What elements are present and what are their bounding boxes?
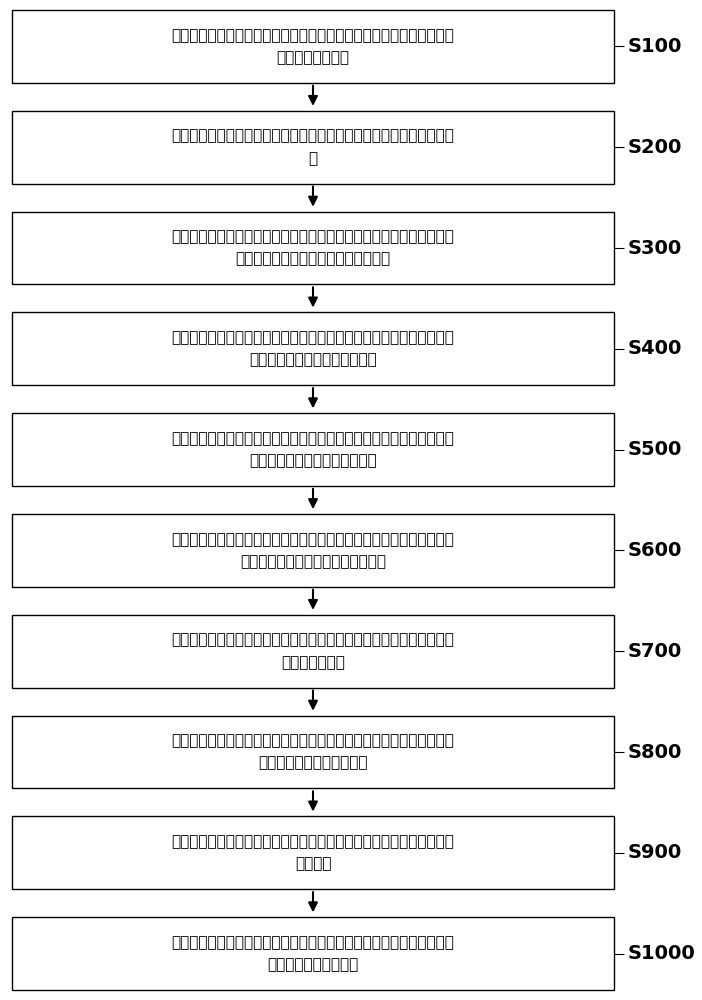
- Bar: [12, 615, 614, 688]
- Text: 根据所述第一计数指令，通过所述第一计数装置对所述第一工装位存在
所述第一产品进行计数: 根据所述第一计数指令，通过所述第一计数装置对所述第一工装位存在 所述第一产品进行…: [171, 935, 454, 972]
- Bar: [12, 917, 614, 990]
- Text: S700: S700: [628, 642, 682, 661]
- Text: 当所述第一判断结果为所述第一图像中包含所述第一产品时，获得第一
计数指令: 当所述第一判断结果为所述第一图像中包含所述第一产品时，获得第一 计数指令: [171, 834, 454, 871]
- Bar: [12, 10, 614, 83]
- Text: 基于所述第一卷积特征对所述第一图像分割结果进行特征遍历，获得第
一特征遍历结果: 基于所述第一卷积特征对所述第一图像分割结果进行特征遍历，获得第 一特征遍历结果: [171, 633, 454, 670]
- Text: S500: S500: [628, 440, 682, 459]
- Bar: [12, 514, 614, 587]
- Text: S800: S800: [628, 742, 682, 762]
- Bar: [12, 716, 614, 788]
- Bar: [12, 212, 614, 284]
- Text: S900: S900: [628, 843, 682, 862]
- Text: S300: S300: [628, 238, 682, 257]
- Text: 根据所述第二图像和所述第一产品特征，进行区别特征提取，基于区别
特征提取结果获得第一卷积特征: 根据所述第二图像和所述第一产品特征，进行区别特征提取，基于区别 特征提取结果获得…: [171, 431, 454, 468]
- Bar: [12, 816, 614, 889]
- Text: 通过所述第一图像采集装置获得第一图像，其中，所述第一图像为包括
第一工装位的图像: 通过所述第一图像采集装置获得第一图像，其中，所述第一图像为包括 第一工装位的图像: [171, 28, 454, 65]
- Bar: [12, 413, 614, 486]
- Text: 获得第一特征提取指令，根据所述第一特征提取指令对所述第一产品进
行产品的特征提取，获得第一产品特征: 获得第一特征提取指令，根据所述第一特征提取指令对所述第一产品进 行产品的特征提取…: [171, 229, 454, 267]
- Text: 获得第一图像分割指令，根据所述第一图像分割指令对所述第一图像进
行图像分割，获得第一图像分割结果: 获得第一图像分割指令，根据所述第一图像分割指令对所述第一图像进 行图像分割，获得…: [171, 532, 454, 569]
- Text: 获得第一产品的信息，其中，所述第一产品为当前进行注射针加工的产
品: 获得第一产品的信息，其中，所述第一产品为当前进行注射针加工的产 品: [171, 129, 454, 166]
- Text: S400: S400: [628, 339, 682, 358]
- Bar: [12, 111, 614, 184]
- Text: S100: S100: [628, 37, 682, 56]
- Text: S600: S600: [628, 541, 682, 560]
- Text: S200: S200: [628, 138, 682, 157]
- Bar: [12, 312, 614, 385]
- Text: 通过所述第一图像采集装置获得第二图像，其中，所述第二图像为包括
所述第一工装位无产品时的图像: 通过所述第一图像采集装置获得第二图像，其中，所述第二图像为包括 所述第一工装位无…: [171, 330, 454, 367]
- Text: 基于所述第一特征遍历结果对所述第一图像中是否存在所述第一产品进
行判断，获得第一判断结果: 基于所述第一特征遍历结果对所述第一图像中是否存在所述第一产品进 行判断，获得第一…: [171, 733, 454, 771]
- Text: S1000: S1000: [628, 944, 696, 963]
